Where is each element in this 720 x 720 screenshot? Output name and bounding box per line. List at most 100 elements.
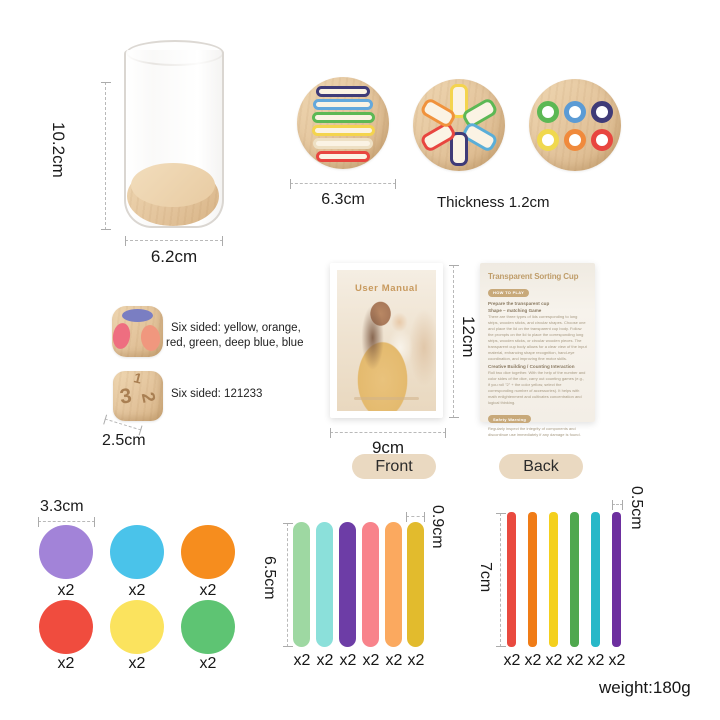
round-stick xyxy=(507,512,516,647)
slot-lid-holes xyxy=(297,77,389,169)
craft-stick-length-dimension-line xyxy=(283,523,293,647)
circle-qty: x2 xyxy=(199,655,217,672)
number-die: 1 3 2 xyxy=(113,369,163,421)
round-stick xyxy=(591,512,600,647)
back-card-bullet: Shape – matching Game xyxy=(488,307,542,313)
manual-cover-photo: User Manual xyxy=(337,270,436,411)
round-stick xyxy=(528,512,537,647)
round-stick-width-label: 0.5cm xyxy=(628,486,645,530)
slot-hole xyxy=(316,86,370,97)
card-width-label: 9cm xyxy=(371,438,405,457)
craft-stick xyxy=(339,522,356,647)
die-size-label: 2.5cm xyxy=(102,432,146,449)
round-stick xyxy=(570,512,579,647)
circle-diameter-label: 3.3cm xyxy=(40,498,84,515)
round-stick-qty: x2 xyxy=(503,652,521,669)
back-label-pill: Back xyxy=(499,454,583,479)
manual-caption-line xyxy=(353,397,420,400)
ring-hole xyxy=(591,129,613,151)
back-card-bullet: Creative Building / Counting Interaction xyxy=(488,363,575,369)
ring-lid xyxy=(529,79,621,171)
slot-hole xyxy=(316,151,370,162)
color-die xyxy=(111,306,163,357)
craft-stick-qty: x2 xyxy=(362,652,380,669)
manual-front-card: User Manual xyxy=(330,263,443,418)
round-stick-length-dimension-line xyxy=(496,513,506,647)
how-to-play-badge: HOW TO PLAY xyxy=(488,288,530,297)
ring-hole xyxy=(564,101,586,123)
lid-thickness-label: Thickness 1.2cm xyxy=(437,194,550,211)
back-card-paragraph: Roll two dice together. With the help of… xyxy=(488,369,586,405)
back-card-paragraph: Regularly inspect the integrity of compo… xyxy=(488,426,581,438)
craft-stick-qty: x2 xyxy=(407,652,425,669)
back-card-paragraph: There are three types of lids correspond… xyxy=(488,313,587,361)
craft-stick-qty: x2 xyxy=(316,652,334,669)
craft-stick-qty: x2 xyxy=(293,652,311,669)
lid-diameter-label: 6.3cm xyxy=(321,191,365,208)
pinwheel-lid xyxy=(413,79,505,171)
safety-warning-badge: Safety Warning xyxy=(488,415,532,424)
manual-title: User Manual xyxy=(354,283,419,294)
slot-hole xyxy=(313,138,373,149)
color-die-top-face xyxy=(122,309,153,322)
back-card-bullet: Prepare the transparent cup xyxy=(488,301,550,307)
circle-qty: x2 xyxy=(57,655,75,672)
cup-width-label: 6.2cm xyxy=(150,247,198,266)
round-stick-qty: x2 xyxy=(545,652,563,669)
lid-diameter-dimension-line xyxy=(290,179,396,189)
wooden-circle xyxy=(181,525,235,579)
craft-stick-length-label: 6.5cm xyxy=(261,556,278,600)
weight-label: weight:180g xyxy=(599,678,691,697)
round-stick-qty: x2 xyxy=(587,652,605,669)
color-die-note-line1: Six sided: yellow, orange, xyxy=(171,322,301,334)
color-die-left-face xyxy=(111,321,132,351)
round-stick xyxy=(549,512,558,647)
number-die-right-face: 2 xyxy=(137,390,160,405)
slot-hole xyxy=(313,99,373,110)
wooden-circle xyxy=(39,525,93,579)
slot-hole xyxy=(311,125,375,136)
ring-hole xyxy=(591,101,613,123)
card-width-dimension-line xyxy=(330,428,446,438)
craft-stick xyxy=(407,522,424,647)
back-card-title: Transparent Sorting Cup xyxy=(488,272,579,281)
card-height-label: 12cm xyxy=(459,316,478,358)
slot-lid xyxy=(297,77,389,169)
wooden-circle xyxy=(39,600,93,654)
front-label-pill: Front xyxy=(352,454,436,479)
wooden-circle xyxy=(110,600,164,654)
wooden-circle xyxy=(181,600,235,654)
craft-stick-width-dimension-line xyxy=(406,512,425,522)
round-stick-width-dimension-line xyxy=(612,500,623,510)
circle-qty: x2 xyxy=(57,582,75,599)
craft-stick-qty: x2 xyxy=(385,652,403,669)
round-stick-qty: x2 xyxy=(566,652,584,669)
craft-stick-width-label: 0.9cm xyxy=(429,505,446,549)
round-stick xyxy=(612,512,621,647)
cup-width-dimension-line xyxy=(125,236,223,246)
circle-qty: x2 xyxy=(128,655,146,672)
round-stick-qty: x2 xyxy=(608,652,626,669)
number-die-note: Six sided: 121233 xyxy=(171,388,263,400)
slot-hole xyxy=(311,112,375,123)
craft-stick xyxy=(362,522,379,647)
ring-hole xyxy=(564,129,586,151)
round-stick-qty: x2 xyxy=(524,652,542,669)
number-die-top-face: 1 xyxy=(132,369,144,387)
cup-wooden-base-top xyxy=(131,163,215,207)
wooden-circle xyxy=(110,525,164,579)
craft-stick xyxy=(293,522,310,647)
color-die-right-face xyxy=(139,323,162,353)
craft-stick xyxy=(316,522,333,647)
craft-stick-qty: x2 xyxy=(339,652,357,669)
round-stick-length-label: 7cm xyxy=(477,562,494,593)
card-height-dimension-line xyxy=(449,265,459,418)
color-die-note-line2: red, green, deep blue, blue xyxy=(166,337,304,349)
circle-qty: x2 xyxy=(199,582,217,599)
craft-stick xyxy=(385,522,402,647)
ring-hole xyxy=(537,129,559,151)
manual-back-card: Transparent Sorting Cup HOW TO PLAY Prep… xyxy=(480,263,595,437)
circle-diameter-dimension-line xyxy=(38,517,95,527)
cup-height-dimension-line xyxy=(101,82,111,230)
